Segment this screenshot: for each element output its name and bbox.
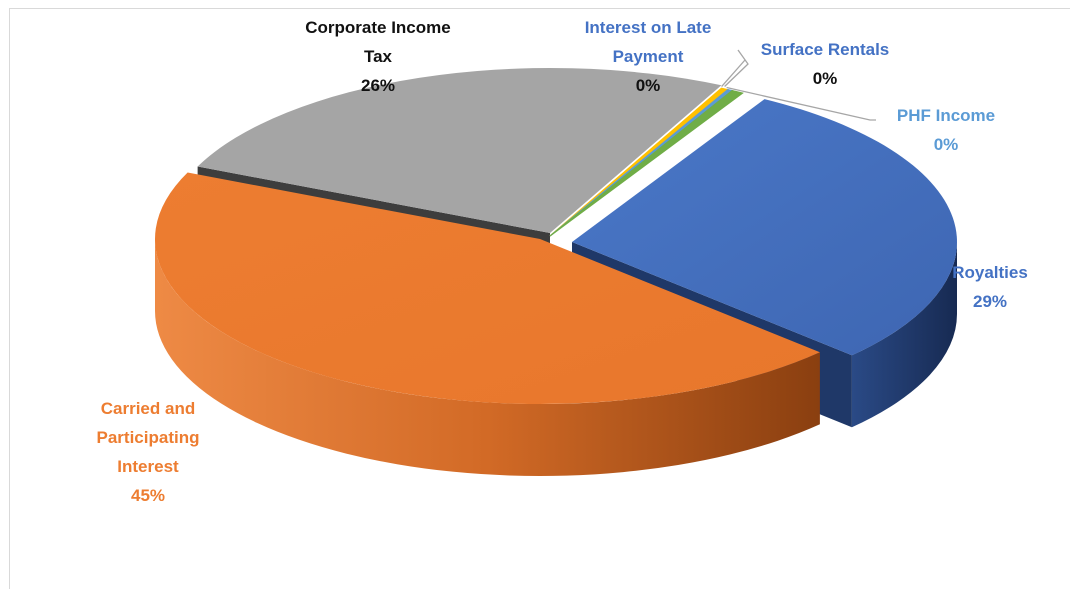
late-payment-label-line: Payment (613, 47, 684, 66)
phf-income-label-percent: 0% (934, 135, 959, 154)
royalties-label: Royalties 29% (952, 263, 1028, 311)
late-payment-leader (721, 59, 746, 87)
surface-rentals-label-line: Surface Rentals (761, 40, 890, 59)
carried-interest-label: Carried and Participating Interest 45% (97, 399, 200, 505)
corporate-tax-label-line: Tax (364, 47, 393, 66)
late-payment-label-percent: 0% (636, 76, 661, 95)
phf-income-label-line: PHF Income (897, 106, 995, 125)
corporate-tax-label: Corporate Income Tax 26% (305, 18, 450, 95)
corporate-tax-label-line: Corporate Income (305, 18, 450, 37)
carried-interest-label-percent: 45% (131, 486, 165, 505)
surface-rentals-leader (724, 49, 749, 87)
phf-income-leader (726, 86, 876, 121)
chart-frame (9, 8, 1070, 589)
late-payment-label: Interest on Late Payment 0% (585, 18, 712, 95)
royalties-slice (572, 99, 957, 356)
phf-income-label: PHF Income 0% (897, 106, 995, 154)
royalties-label-percent: 29% (973, 292, 1007, 311)
surface-rentals-label-percent: 0% (813, 69, 838, 88)
surface-rentals-label: Surface Rentals 0% (761, 40, 890, 88)
carried-interest-label-line: Carried and (101, 399, 195, 418)
carried-interest-slice-side (155, 239, 820, 476)
late-payment-label-line: Interest on Late (585, 18, 712, 37)
corporate-tax-label-percent: 26% (361, 76, 395, 95)
royalties-slice-side (851, 242, 957, 428)
carried-interest-slice (155, 172, 820, 404)
corporate-tax-slice (197, 68, 722, 234)
pie-chart: Royalties 29% Carried and Participating Inte… (97, 18, 1028, 505)
royalties-label-line: Royalties (952, 263, 1028, 282)
phf-income-slice (549, 89, 744, 237)
carried-interest-label-line: Participating (97, 428, 200, 447)
carried-interest-label-line: Interest (117, 457, 179, 476)
